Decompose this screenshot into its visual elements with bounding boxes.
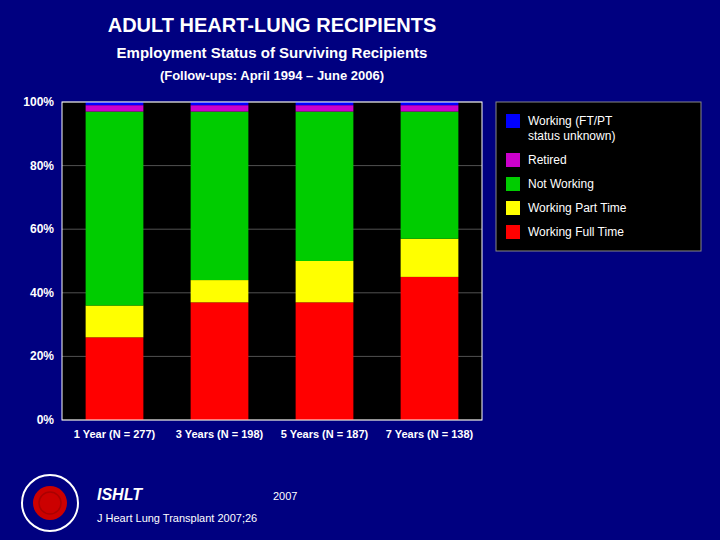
bar-segment bbox=[86, 337, 144, 420]
bar-segment bbox=[296, 261, 354, 302]
legend-label: Working (FT/PTstatus unknown) bbox=[528, 114, 615, 143]
legend-label-line: Retired bbox=[528, 153, 567, 167]
bar-segment bbox=[191, 105, 249, 111]
chart: ADULT HEART-LUNG RECIPIENTS Employment St… bbox=[0, 0, 720, 540]
y-tick-label: 20% bbox=[30, 349, 54, 363]
plot-frame bbox=[62, 102, 482, 420]
bar-segment bbox=[296, 302, 354, 420]
background bbox=[0, 0, 720, 540]
y-axis: 0% 20% 40% 60% 80% 100% bbox=[23, 95, 482, 427]
logo bbox=[22, 475, 78, 531]
y-tick-label: 80% bbox=[30, 159, 54, 173]
legend: Working (FT/PTstatus unknown) Retired Not … bbox=[496, 102, 701, 251]
x-tick-label: 5 Years (N = 187) bbox=[281, 428, 369, 440]
legend-label-line: Working (FT/PT bbox=[528, 114, 613, 128]
legend-label: Working Part Time bbox=[528, 201, 627, 215]
y-tick-label: 100% bbox=[23, 95, 54, 109]
bar-segment bbox=[401, 277, 459, 420]
legend-label: Working Full Time bbox=[528, 225, 624, 239]
legend-label: Retired bbox=[528, 153, 567, 167]
bar-segment bbox=[296, 112, 354, 261]
bar-segment bbox=[191, 302, 249, 420]
annotation: 2007 bbox=[273, 490, 297, 502]
legend-label-line: Not Working bbox=[528, 177, 594, 191]
legend-label-line: Working Part Time bbox=[528, 201, 627, 215]
bar-segment bbox=[401, 105, 459, 111]
annotation: (Follow-ups: April 1994 – June 2006) bbox=[160, 68, 384, 83]
bar-segment bbox=[191, 112, 249, 281]
annotation: ISHLT bbox=[97, 486, 143, 503]
bar-segment bbox=[86, 112, 144, 306]
bar-segment bbox=[401, 112, 459, 239]
bar-segment bbox=[191, 280, 249, 302]
subtitle: Employment Status of Surviving Recipient… bbox=[117, 44, 428, 61]
legend-swatch bbox=[506, 201, 520, 215]
legend-frame bbox=[496, 102, 701, 251]
x-axis: 1 Year (N = 277) 3 Years (N = 198) 5 Years… bbox=[74, 428, 474, 440]
legend-swatch bbox=[506, 114, 520, 128]
y-tick-label: 60% bbox=[30, 222, 54, 236]
y-tick-label: 0% bbox=[37, 413, 55, 427]
title: ADULT HEART-LUNG RECIPIENTS bbox=[108, 14, 437, 36]
y-tick-label: 40% bbox=[30, 286, 54, 300]
logo-inner-ring bbox=[39, 492, 61, 514]
x-tick-label: 7 Years (N = 138) bbox=[386, 428, 474, 440]
x-tick-label: 3 Years (N = 198) bbox=[176, 428, 264, 440]
legend-swatch bbox=[506, 153, 520, 167]
logo-ring bbox=[22, 475, 78, 531]
plot-area bbox=[62, 102, 482, 420]
legend-label-line: status unknown) bbox=[528, 129, 615, 143]
legend-label-line: Working Full Time bbox=[528, 225, 624, 239]
bar-segment bbox=[401, 239, 459, 277]
bar-segment bbox=[296, 105, 354, 111]
bar-segment bbox=[86, 306, 144, 338]
annotation: J Heart Lung Transplant 2007;26 bbox=[97, 512, 257, 524]
legend-swatch bbox=[506, 177, 520, 191]
bars bbox=[86, 102, 459, 420]
bar-segment bbox=[86, 105, 144, 111]
logo-core bbox=[33, 486, 67, 520]
legend-swatch bbox=[506, 225, 520, 239]
legend-label: Not Working bbox=[528, 177, 594, 191]
x-tick-label: 1 Year (N = 277) bbox=[74, 428, 156, 440]
